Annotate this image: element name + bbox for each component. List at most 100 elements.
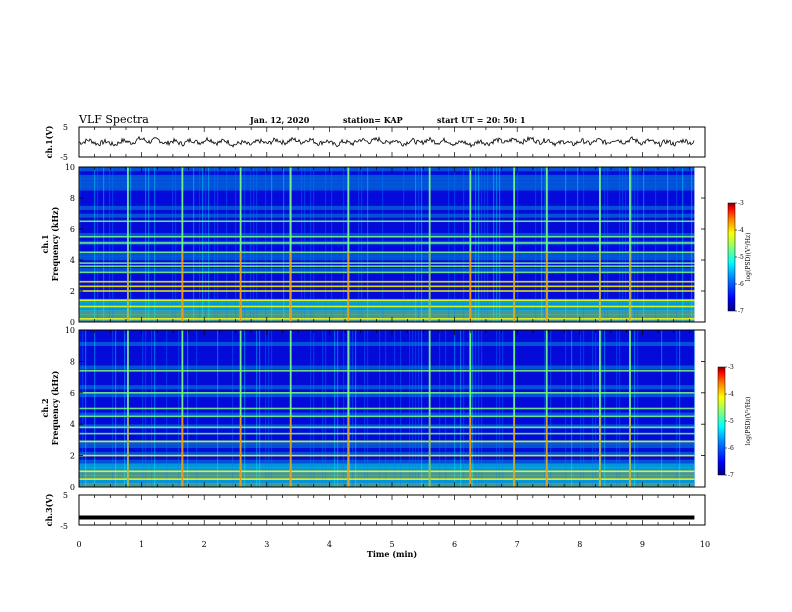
spectrogram-burst (289, 167, 292, 322)
spectrogram-band (79, 291, 695, 296)
spectrogram-band (79, 198, 695, 203)
spectrogram-burst (428, 330, 431, 487)
ch1-spectrogram-ylabel-channel: ch.1 (40, 234, 50, 253)
spectrogram-band (79, 396, 695, 401)
spectrogram-band (79, 412, 695, 417)
time-axis-tick-labels: 0 1 2 3 4 5 6 7 8 9 10 (76, 540, 710, 549)
spectrogram-band (79, 404, 695, 409)
spectrogram-streak (565, 167, 567, 322)
spectrogram-freq-line (79, 478, 695, 480)
spectrogram-streak (271, 167, 273, 322)
ytick-label: 0 (70, 318, 75, 327)
spectrogram-streak (325, 167, 327, 322)
spectrogram-band (79, 306, 695, 311)
ch2-spectrogram-image (79, 330, 696, 488)
spectrogram-band (79, 416, 695, 421)
spectrogram-band (79, 225, 695, 230)
ch3-waveform-ylabel: ch.3(V) (44, 493, 54, 526)
spectrogram-streak (682, 167, 684, 322)
spectrogram-burst (545, 330, 548, 487)
ch3-waveform-panel: 5 -5 ch.3(V) (44, 491, 706, 531)
spectrogram-streak (172, 167, 174, 322)
spectrogram-burst (347, 167, 350, 322)
spectrogram-streak (463, 167, 465, 322)
ch1-spectrogram-yticks: 0 2 4 6 8 10 (65, 163, 705, 327)
spectrogram-band (79, 420, 695, 425)
spectrogram-band (79, 178, 695, 183)
spectrogram-band (79, 471, 695, 476)
spectrogram-band (79, 463, 695, 468)
spectrogram-streak (487, 167, 489, 322)
spectrogram-band (79, 467, 695, 472)
spectrogram-streak (583, 167, 585, 322)
spectrogram-band (79, 381, 695, 386)
spectrogram-streak (202, 167, 204, 322)
colorbar-tick-label: -5 (728, 418, 734, 425)
spectrogram-band (79, 256, 695, 261)
colorbar-tick-label: -6 (738, 281, 744, 288)
spectrogram-streak (154, 167, 156, 322)
spectrogram-freq-line (79, 426, 695, 429)
ytick-label: 4 (70, 420, 75, 429)
spectrogram-streak (496, 167, 498, 322)
spectrogram-burst (127, 330, 129, 487)
spectrogram-band (79, 479, 695, 484)
spectrogram-streak (199, 167, 201, 322)
spectrogram-band (79, 186, 695, 191)
spectrogram-streak (145, 167, 147, 322)
spectrogram-streak (226, 167, 228, 322)
ch1-colorbar (727, 202, 736, 312)
spectrogram-burst (239, 167, 242, 322)
ch3-ytick-top: 5 (63, 491, 68, 500)
spectrogram-streak (634, 167, 636, 322)
header-date: Jan. 12, 2020 (249, 115, 310, 125)
ch2-colorbar-ticks: -3 -4 -5 -6 -7 (725, 364, 734, 479)
spectrogram-streak (691, 167, 693, 322)
spectrogram-streak (535, 167, 537, 322)
spectrogram-band (79, 174, 695, 179)
xtick-label: 3 (264, 540, 269, 549)
spectrogram-freq-line (79, 235, 695, 238)
spectrogram-band (79, 373, 695, 378)
xtick-label: 4 (327, 540, 332, 549)
spectrogram-streak (304, 167, 306, 322)
ch2-colorbar (717, 366, 726, 476)
spectrogram-band (79, 283, 695, 288)
ch1-waveform-panel: 5 -5 ch.1(V) (44, 123, 706, 162)
spectrogram-streak (454, 167, 456, 322)
ch2-spectrogram-yticks: 0 2 4 6 8 10 (65, 326, 705, 492)
spectrogram-streak (631, 167, 633, 322)
xtick-label: 10 (700, 540, 710, 549)
spectrogram-band (79, 221, 695, 226)
spectrogram-burst (469, 330, 472, 487)
spectrogram-freq-line (79, 392, 695, 394)
spectrogram-band (79, 271, 695, 276)
xtick-label: 5 (389, 540, 394, 549)
spectrogram-band (79, 194, 695, 199)
spectrogram-streak (265, 167, 267, 322)
spectrogram-band (79, 408, 695, 413)
colorbar-tick-label: -4 (738, 227, 744, 234)
spectrogram-streak (667, 167, 669, 322)
spectrogram-band (79, 209, 695, 214)
spectrogram-streak (493, 167, 495, 322)
spectrogram-burst-core (181, 252, 183, 322)
spectrogram-streak (607, 167, 609, 322)
spectrogram-freq-line (79, 318, 695, 320)
spectrogram-band (79, 384, 695, 390)
spectrogram-streak (289, 167, 291, 322)
spectrogram-streak (208, 167, 210, 322)
ch1-waveform-line (79, 135, 695, 149)
colorbar-tick-label: -7 (738, 308, 744, 315)
ch1-spectrogram-ylabel-frequency: Frequency (kHz) (50, 206, 60, 281)
ytick-label: 6 (70, 389, 75, 398)
spectrogram-streak (382, 167, 384, 322)
time-axis-label: Time (min) (367, 549, 417, 559)
spectrogram-burst (127, 167, 129, 322)
spectrogram-burst-core (629, 416, 631, 487)
spectrogram-band (79, 455, 695, 460)
colorbar-tick-label: -7 (728, 472, 734, 479)
spectrogram-streak (175, 167, 177, 322)
spectrogram-freq-line (79, 262, 695, 264)
spectrogram-streak (625, 167, 627, 322)
